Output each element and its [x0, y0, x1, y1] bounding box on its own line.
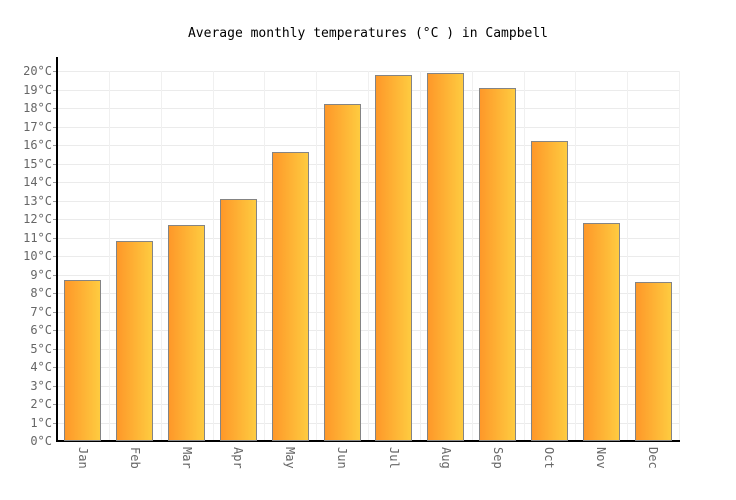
y-axis-tick: [53, 311, 57, 313]
y-axis-tick: [53, 182, 57, 183]
chart-title: Average monthly temperatures (°C ) in Ca…: [187, 26, 549, 41]
gridline-vertical: [679, 71, 680, 441]
bar-aug: [427, 73, 464, 441]
gridline-vertical: [523, 71, 525, 441]
y-tick-label: 17°C: [23, 119, 52, 134]
y-tick-label: 8°C: [30, 286, 52, 300]
y-tick-label: 2°C: [30, 397, 52, 411]
bar-nov: [583, 223, 620, 441]
x-tick-label-nov: Nov: [594, 447, 609, 469]
bar-apr: [220, 199, 257, 441]
y-axis-tick: [53, 385, 57, 387]
y-tick-label: 10°C: [23, 249, 52, 263]
x-tick-label-mar: Mar: [179, 447, 194, 469]
y-axis-tick: [53, 256, 57, 257]
y-tick-label: 15°C: [23, 156, 52, 171]
gridline-vertical: [160, 71, 162, 441]
bar-feb: [116, 241, 153, 441]
bar-sep: [479, 88, 516, 441]
x-tick-label-aug: Aug: [438, 447, 453, 469]
x-axis-line: [56, 440, 680, 442]
y-axis-tick: [53, 89, 57, 91]
y-tick-label: 4°C: [30, 360, 52, 374]
bar-jan: [64, 280, 101, 441]
y-tick-label: 20°C: [23, 64, 52, 78]
y-tick-label: 18°C: [23, 101, 52, 115]
gridline-vertical: [575, 71, 577, 441]
gridline-vertical: [627, 71, 629, 441]
bar-jul: [375, 75, 412, 441]
gridline-vertical: [316, 71, 318, 441]
y-axis-tick: [53, 293, 57, 294]
x-tick-label-apr: Apr: [231, 447, 246, 469]
gridline-vertical: [471, 71, 473, 441]
y-axis-tick: [53, 163, 57, 165]
y-tick-label: 14°C: [23, 175, 52, 189]
y-tick-label: 13°C: [23, 193, 52, 208]
y-tick-label: 19°C: [23, 82, 52, 97]
x-tick-label-dec: Dec: [646, 447, 661, 469]
bar-mar: [168, 225, 205, 441]
x-tick-label-feb: Feb: [127, 447, 142, 469]
x-tick-label-oct: Oct: [542, 447, 557, 469]
bar-jun: [324, 104, 361, 441]
bar-may: [272, 152, 309, 441]
y-tick-label: 3°C: [30, 378, 52, 393]
y-axis-tick: [53, 367, 57, 368]
y-axis-tick: [53, 274, 57, 276]
gridline-vertical: [212, 71, 214, 441]
y-axis-tick: [53, 237, 57, 239]
y-tick-label: 5°C: [30, 341, 52, 356]
x-tick-label-jun: Jun: [335, 447, 350, 469]
y-tick-label: 12°C: [23, 212, 52, 226]
y-tick-label: 1°C: [30, 415, 52, 430]
y-tick-label: 9°C: [30, 267, 52, 282]
y-axis-tick: [53, 108, 57, 109]
y-axis-tick: [53, 422, 57, 424]
y-axis-tick: [53, 404, 57, 405]
y-axis-tick: [53, 219, 57, 220]
bar-dec: [635, 282, 672, 441]
x-tick-label-may: May: [283, 447, 298, 469]
y-axis-tick: [53, 330, 57, 331]
x-tick-label-jan: Jan: [75, 447, 90, 469]
y-axis-tick: [53, 126, 57, 128]
bar-oct: [531, 141, 568, 441]
gridline-vertical: [264, 71, 266, 441]
gridline-vertical: [419, 71, 421, 441]
gridline-vertical: [368, 71, 369, 441]
y-axis-tick: [53, 200, 57, 202]
gridline-vertical: [108, 71, 110, 441]
y-axis-tick: [53, 71, 57, 72]
x-tick-label-jul: Jul: [386, 447, 401, 469]
y-tick-label: 0°C: [30, 434, 52, 448]
y-axis-tick: [53, 145, 57, 146]
y-tick-label: 16°C: [23, 138, 52, 152]
y-axis-line: [56, 57, 58, 442]
y-tick-label: 6°C: [30, 323, 52, 337]
y-tick-label: 11°C: [23, 230, 52, 245]
y-tick-label: 7°C: [30, 304, 52, 319]
x-tick-label-sep: Sep: [490, 447, 505, 469]
y-axis-tick: [53, 348, 57, 350]
